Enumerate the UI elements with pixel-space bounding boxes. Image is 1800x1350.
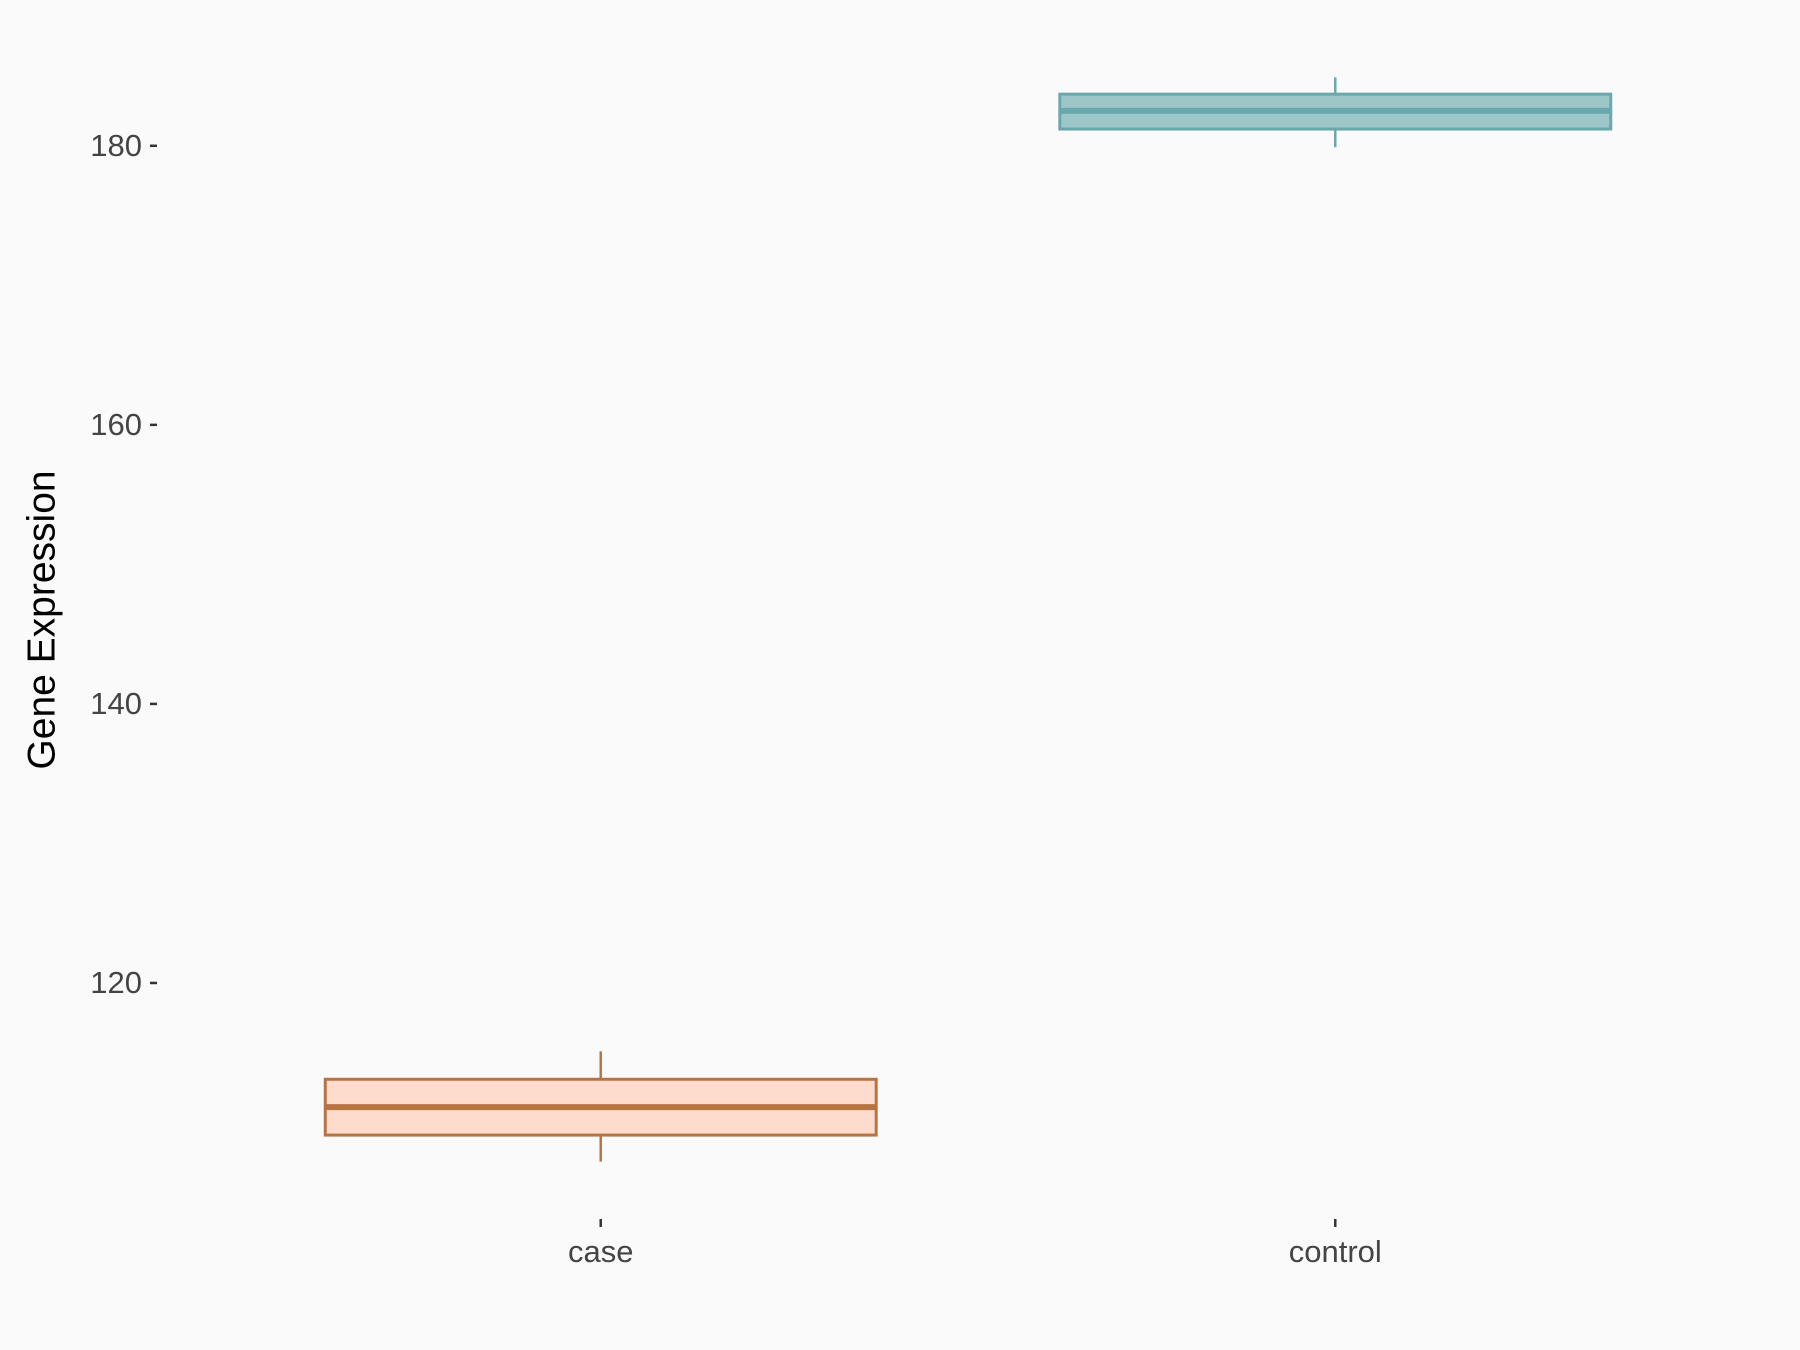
y-tick-label: 140 — [90, 686, 142, 721]
y-tick-label: 180 — [90, 128, 142, 163]
x-tick-label: control — [1289, 1234, 1382, 1269]
y-axis-title: Gene Expression — [20, 470, 63, 769]
y-tick-label: 120 — [90, 965, 142, 1000]
x-tick-label: case — [568, 1234, 633, 1269]
y-tick-label: 160 — [90, 407, 142, 442]
